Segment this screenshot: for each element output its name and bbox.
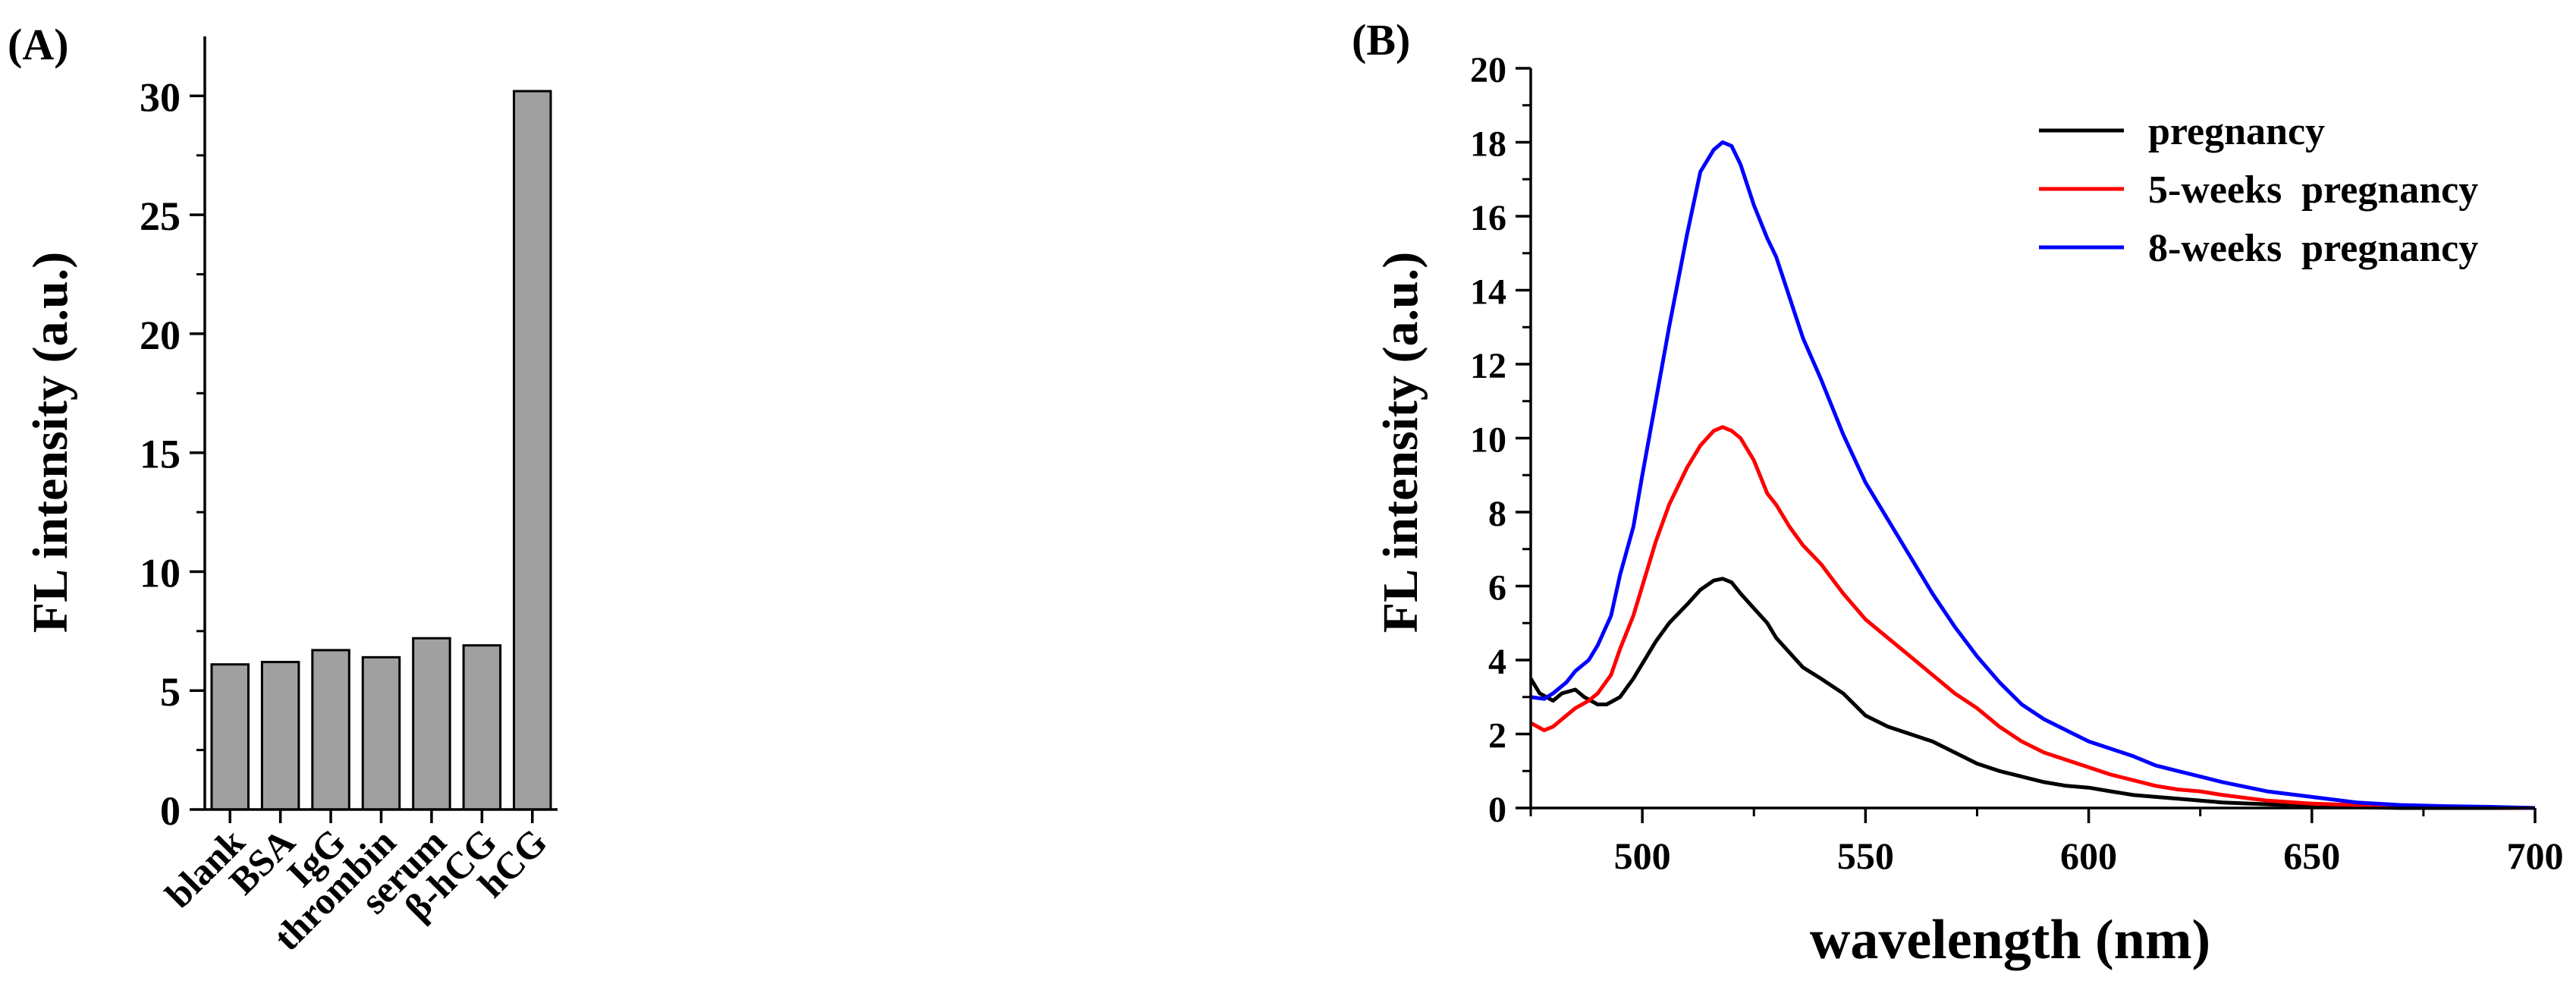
panel-a-bar-chart: (A) FL intensity (a.u.) 0 5 10 15 20 25 30 bla… <box>8 20 558 959</box>
panel-a-y-axis-label: FL intensity (a.u.) <box>23 252 78 633</box>
bar-hcg <box>513 90 552 811</box>
series-line-pregnancy <box>1528 577 2535 810</box>
bar--hcg <box>462 644 502 811</box>
bar-blank <box>210 663 250 811</box>
y-tick-label: 18 <box>1470 124 1506 165</box>
bar-igg <box>311 649 350 811</box>
y-tick-label: 16 <box>1470 198 1506 238</box>
legend-label: pregnancy <box>2148 110 2325 153</box>
legend-label: 5-weeks pregnancy <box>2148 168 2478 212</box>
y-tick-label: 8 <box>1488 494 1506 534</box>
x-tick-label: 650 <box>2283 835 2340 877</box>
y-tick-label: 4 <box>1488 642 1506 682</box>
y-tick-label: 0 <box>1488 790 1506 830</box>
x-tick-label: 700 <box>2507 835 2564 877</box>
panel-b-x-axis: 500 550 600 650 700 <box>1529 806 2564 877</box>
bar-thrombin <box>361 655 401 811</box>
bar-bsa <box>260 661 300 811</box>
panel-b-y-axis-label: FL intensity (a.u.) <box>1373 252 1428 633</box>
legend-label: 8-weeks pregnancy <box>2148 227 2478 270</box>
panel-a-y-axis: 0 5 10 15 20 25 30 <box>140 36 206 834</box>
panel-b-series-lines <box>1528 140 2536 810</box>
y-tick-label: 10 <box>140 550 181 596</box>
y-tick-label: 20 <box>140 313 181 358</box>
y-tick-label: 20 <box>1470 50 1506 90</box>
y-tick-label: 5 <box>160 669 181 715</box>
y-tick-label: 2 <box>1488 716 1506 756</box>
panel-a-label: (A) <box>8 20 69 69</box>
x-tick-label: 500 <box>1614 835 1671 877</box>
y-tick-label: 15 <box>140 432 181 477</box>
panel-b-line-chart: (B) FL intensity (a.u.) wavelength (nm) … <box>1352 15 2564 971</box>
x-tick-label: 600 <box>2060 835 2117 877</box>
series-line-5-weeks-pregnancy <box>1529 425 2536 810</box>
panel-a-bars <box>210 90 552 811</box>
y-tick-label: 10 <box>1470 420 1506 461</box>
panel-b-x-axis-label: wavelength (nm) <box>1810 909 2210 971</box>
y-tick-label: 12 <box>1470 346 1506 386</box>
panel-b-label: (B) <box>1352 15 1410 64</box>
x-tick-label: 550 <box>1837 835 1894 877</box>
bar-serum <box>412 637 451 811</box>
y-tick-label: 14 <box>1470 272 1506 313</box>
series-line-8-weeks-pregnancy <box>1530 140 2536 810</box>
panel-b-legend: pregnancy 5-weeks pregnancy 8-weeks pregna… <box>2039 110 2478 270</box>
panel-b-y-axis: 0 2 4 6 8 10 12 14 16 18 20 <box>1470 50 1532 830</box>
y-tick-label: 0 <box>160 788 181 834</box>
y-tick-label: 25 <box>140 193 181 239</box>
y-tick-label: 6 <box>1488 568 1506 608</box>
y-tick-label: 30 <box>140 74 181 120</box>
